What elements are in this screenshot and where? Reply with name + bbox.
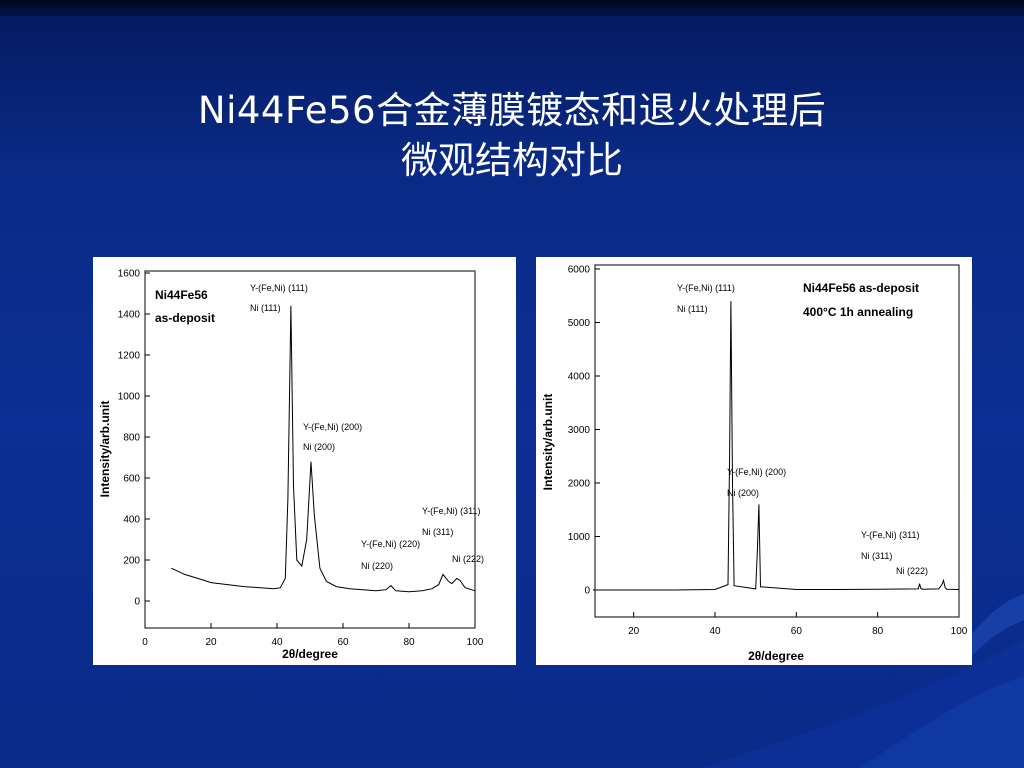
y-tick-label: 0 bbox=[584, 586, 590, 597]
chart-panel-annealed: 0 1000 2000 3000 4000 5000 6000 20 40 60 80 100 Ni… bbox=[536, 257, 972, 665]
peak-label-222-ni: Ni (222) bbox=[896, 566, 928, 576]
x-tick-label: 100 bbox=[951, 626, 968, 637]
y-tick-label: 0 bbox=[134, 597, 140, 608]
series-line-as-deposit bbox=[171, 305, 476, 593]
y-tick-label: 2000 bbox=[568, 479, 591, 490]
slide-title: Ni44Fe56合金薄膜镀态和退火处理后 微观结构对比 bbox=[0, 86, 1024, 186]
y-tick-label: 5000 bbox=[568, 318, 591, 329]
legend-line-2: as-deposit bbox=[155, 311, 215, 325]
xrd-chart-annealed: 0 1000 2000 3000 4000 5000 6000 20 40 60 80 100 Ni… bbox=[541, 264, 968, 663]
peak-label-311-alloy: Y-(Fe,Ni) (311) bbox=[861, 530, 920, 540]
peak-label-200-ni: Ni (200) bbox=[303, 442, 335, 452]
slide-title-line-1: Ni44Fe56合金薄膜镀态和退火处理后 bbox=[197, 89, 827, 132]
peak-label-200-alloy: Y-(Fe,Ni) (200) bbox=[727, 467, 786, 477]
x-axis-label: 2θ/degree bbox=[748, 649, 804, 663]
legend-line-1: Ni44Fe56 as-deposit bbox=[803, 281, 919, 295]
x-axis-ticks: 20 40 60 80 100 bbox=[628, 612, 968, 637]
x-tick-label: 80 bbox=[403, 637, 415, 648]
peak-label-220-ni: Ni (220) bbox=[361, 561, 393, 571]
y-axis-ticks: 0 1000 2000 3000 4000 5000 6000 bbox=[568, 265, 600, 597]
y-tick-label: 1000 bbox=[118, 392, 141, 403]
y-tick-label: 6000 bbox=[568, 265, 591, 276]
legend-line-2: 400°C 1h annealing bbox=[803, 305, 913, 319]
peak-label-111-ni: Ni (111) bbox=[250, 303, 281, 313]
y-tick-label: 600 bbox=[123, 474, 140, 485]
peak-label-111-ni: Ni (111) bbox=[677, 304, 708, 314]
x-tick-label: 20 bbox=[628, 626, 640, 637]
peak-label-200-alloy: Y-(Fe,Ni) (200) bbox=[303, 422, 362, 432]
peak-label-220-alloy: Y-(Fe,Ni) (220) bbox=[361, 539, 420, 549]
peak-label-111-alloy: Y-(Fe,Ni) (111) bbox=[250, 283, 308, 293]
y-axis-label: Intensity/arb.unit bbox=[98, 401, 112, 498]
peak-label-311-ni: Ni (311) bbox=[861, 551, 892, 561]
y-axis-ticks: 0 200 400 600 800 1000 1200 1400 1600 bbox=[118, 269, 150, 608]
x-tick-label: 60 bbox=[337, 637, 349, 648]
y-tick-label: 800 bbox=[123, 433, 140, 444]
y-tick-label: 200 bbox=[123, 556, 140, 567]
y-tick-label: 1000 bbox=[568, 532, 591, 543]
x-tick-label: 60 bbox=[791, 626, 803, 637]
y-tick-label: 3000 bbox=[568, 425, 591, 436]
peak-label-200-ni: Ni (200) bbox=[727, 488, 759, 498]
slide-title-line-2: 微观结构对比 bbox=[401, 139, 623, 182]
peak-label-311-ni: Ni (311) bbox=[422, 527, 453, 537]
x-tick-label: 40 bbox=[709, 626, 721, 637]
peak-label-222-ni: Ni (222) bbox=[452, 554, 484, 564]
y-tick-label: 4000 bbox=[568, 372, 591, 383]
x-tick-label: 40 bbox=[271, 637, 283, 648]
plot-frame bbox=[144, 270, 476, 629]
y-tick-label: 1200 bbox=[118, 351, 141, 362]
y-tick-label: 400 bbox=[123, 515, 140, 526]
x-axis-ticks: 0 20 40 60 80 100 bbox=[142, 623, 484, 648]
chart-panel-as-deposit: 0 200 400 600 800 1000 1200 1400 1600 0 20 40 60 80 1… bbox=[93, 257, 516, 665]
top-band bbox=[0, 0, 1024, 16]
x-tick-label: 80 bbox=[872, 626, 884, 637]
y-tick-label: 1400 bbox=[118, 310, 141, 321]
peak-label-111-alloy: Y-(Fe,Ni) (111) bbox=[677, 283, 735, 293]
y-tick-label: 1600 bbox=[118, 269, 141, 280]
peak-label-311-alloy: Y-(Fe,Ni) (311) bbox=[422, 506, 481, 516]
y-axis-label: Intensity/arb.unit bbox=[541, 394, 555, 491]
x-axis-label: 2θ/degree bbox=[282, 647, 338, 661]
xrd-chart-as-deposit: 0 200 400 600 800 1000 1200 1400 1600 0 20 40 60 80 1… bbox=[98, 269, 484, 662]
plot-frame bbox=[594, 264, 960, 618]
x-tick-label: 20 bbox=[205, 637, 217, 648]
x-tick-label: 100 bbox=[467, 637, 484, 648]
x-tick-label: 0 bbox=[142, 637, 148, 648]
legend-line-1: Ni44Fe56 bbox=[155, 288, 208, 302]
series-line-annealed bbox=[593, 301, 960, 591]
